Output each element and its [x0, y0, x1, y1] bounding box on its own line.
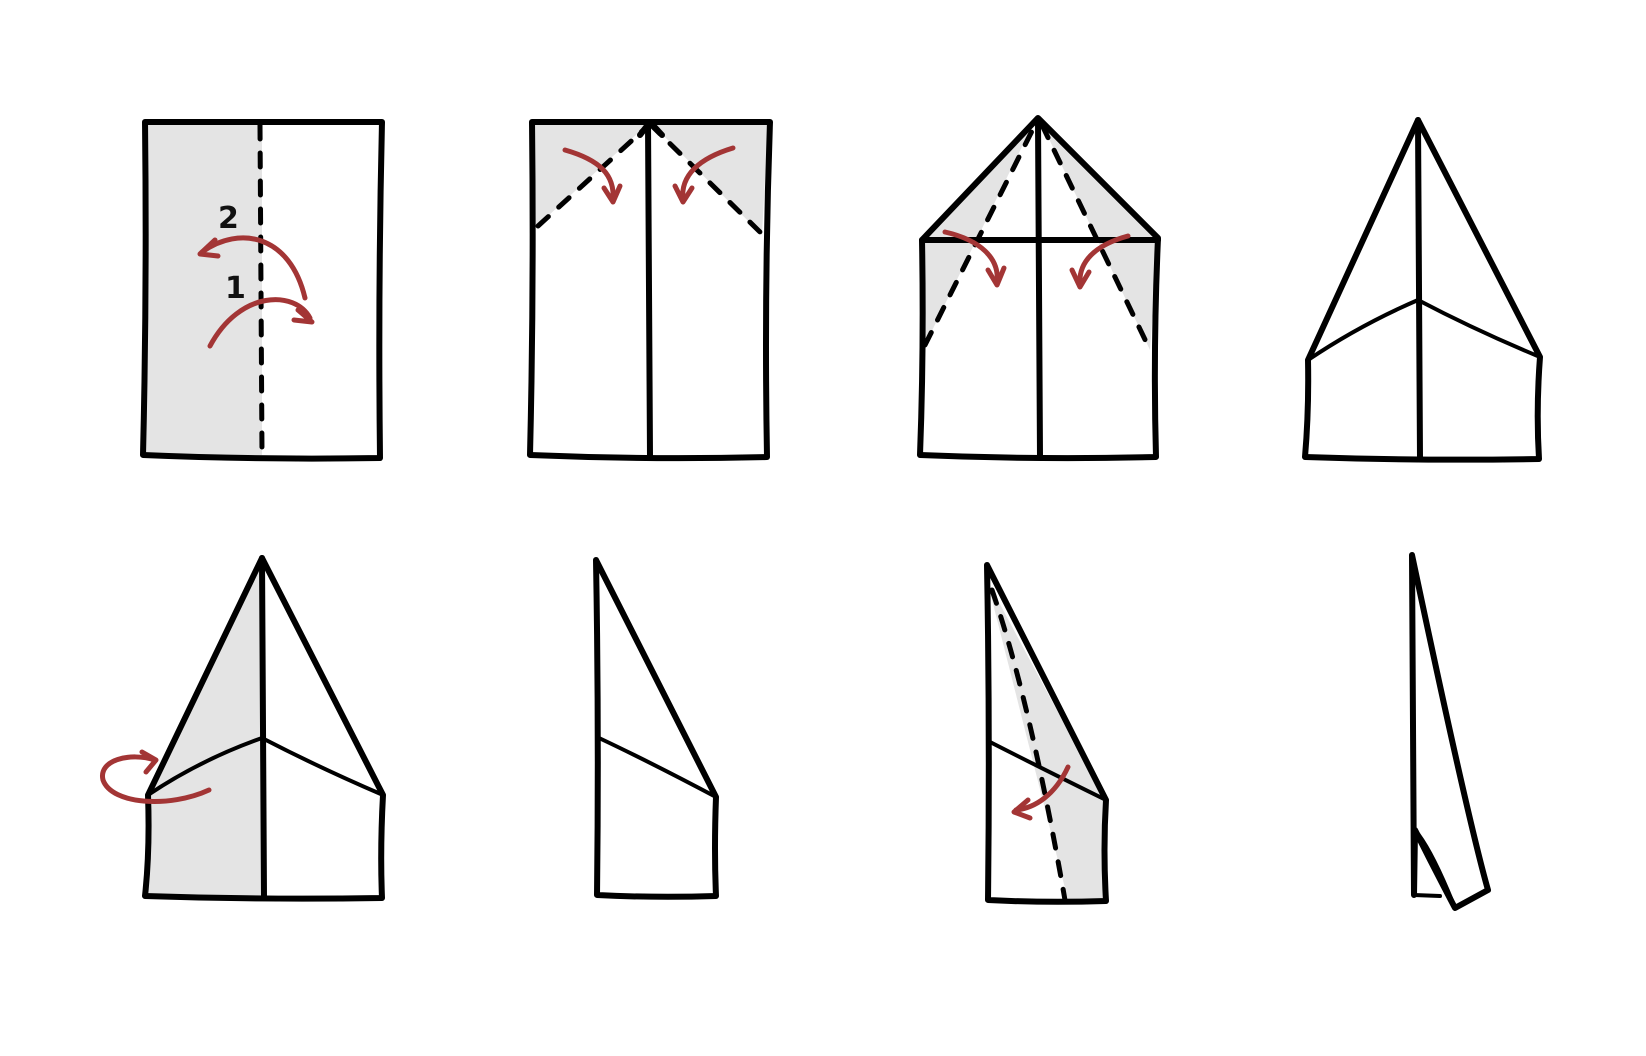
step-3-fold-arrow-left-head	[985, 265, 1007, 288]
step-1-label-2: 2	[218, 201, 239, 236]
step-8	[1409, 552, 1491, 911]
step-8-bottom-edge	[1412, 893, 1442, 898]
step-3-sheet	[917, 115, 1161, 462]
step-2-shaded-corner-right	[650, 122, 768, 235]
step-3-center-crease	[1035, 117, 1043, 460]
step-2-fold-arrow-right-head	[672, 183, 695, 205]
step-1-sheet	[140, 119, 385, 462]
step-6-sheet	[593, 557, 719, 900]
step-5	[100, 555, 386, 902]
step-2-fold-arrow-left-head	[601, 183, 623, 205]
step-3-fold-arrow-left	[942, 229, 1000, 286]
step-2-fold-arrow-right	[680, 145, 736, 203]
step-1-center-fold-line	[257, 122, 265, 458]
step-7-sheet	[984, 562, 1109, 905]
step-4	[1302, 117, 1543, 463]
step-8-sheet	[1409, 552, 1491, 911]
step-5-sheet	[142, 555, 386, 902]
step-7	[984, 562, 1109, 905]
step-4-center-crease	[1415, 117, 1423, 462]
step-5-turn-over-arrow-head	[139, 749, 159, 775]
step-2-fold-line-right	[647, 121, 763, 235]
step-8-folded-flap	[1413, 828, 1457, 910]
step-3	[917, 115, 1161, 462]
step-5-turn-over-arrow	[100, 754, 212, 804]
step-1-shaded-half	[145, 122, 262, 455]
step-3-fold-line-right	[1039, 122, 1153, 353]
step-4-flap-edge	[1306, 297, 1542, 362]
step-2-shaded-corner-left	[532, 122, 650, 228]
step-3-fold-arrow-right-head	[1069, 267, 1092, 290]
step-7-fold-arrow	[1013, 764, 1071, 813]
step-1-fold-arrow-1	[207, 297, 313, 349]
step-2-sheet	[527, 119, 773, 462]
step-3-fold-line-left	[922, 122, 1038, 348]
step-1: 2 1	[140, 119, 385, 462]
step-4-sheet	[1302, 117, 1543, 463]
step-5-center-crease	[259, 555, 267, 901]
step-1-fold-arrow-2-head	[197, 237, 221, 259]
step-5-shaded-half	[146, 558, 262, 898]
step-7-shaded-strip	[987, 580, 1105, 900]
step-2-fold-line-left	[535, 121, 653, 229]
step-2	[527, 119, 773, 462]
step-6-flap-edge	[597, 736, 718, 799]
step-2-center-crease	[645, 119, 653, 460]
step-2-fold-arrow-left	[562, 147, 616, 203]
step-5-flap-edge	[146, 735, 385, 797]
step-1-fold-arrow-2	[199, 235, 308, 301]
step-3-fold-arrow-right	[1077, 233, 1131, 288]
step-1-fold-arrow-1-head	[291, 307, 315, 325]
step-7-flap-edge	[988, 740, 1108, 802]
step-7-fold-line	[989, 587, 1068, 903]
step-1-label-1: 1	[225, 271, 246, 306]
step-6	[593, 557, 719, 900]
step-7-fold-arrow-head	[1011, 797, 1033, 821]
